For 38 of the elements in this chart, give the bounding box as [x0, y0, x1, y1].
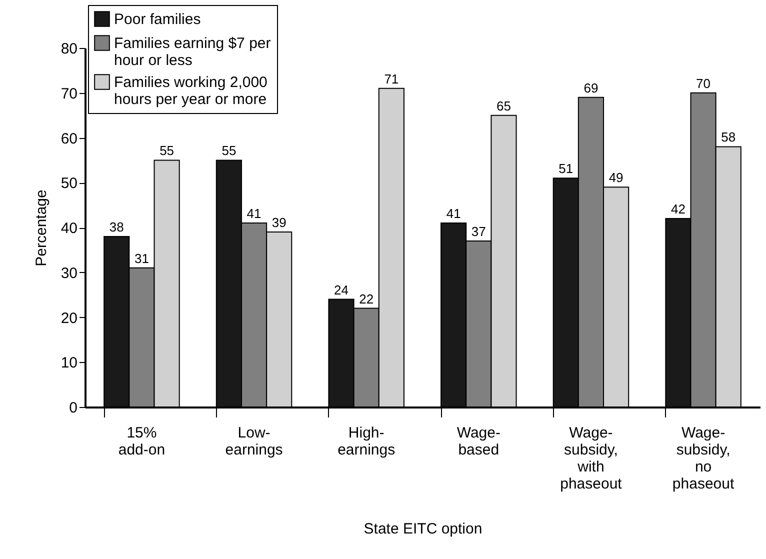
data-label: 24	[334, 282, 348, 298]
data-label: 55	[222, 143, 236, 158]
x-tick-label: Wage- subsidy, no phaseout	[672, 424, 735, 492]
y-tick-label: 70	[60, 85, 78, 102]
data-label: 70	[696, 76, 711, 91]
y-axis-title: Percentage	[32, 190, 50, 266]
y-tick-label: 40	[60, 220, 78, 237]
data-label: 69	[584, 80, 598, 96]
data-label: 42	[670, 202, 686, 217]
data-label: 58	[721, 130, 736, 145]
data-label: 65	[496, 98, 511, 114]
data-label: 31	[134, 250, 149, 266]
y-tick-label: 10	[60, 354, 78, 372]
legend-label: Poor families	[114, 11, 201, 28]
y-tick-label: 50	[60, 175, 78, 192]
data-label: 71	[384, 71, 399, 86]
y-tick-label: 80	[60, 40, 78, 58]
data-label: 38	[109, 219, 124, 234]
x-tick-label: High- earnings	[338, 424, 396, 458]
y-tick-label: 60	[60, 130, 78, 148]
data-label: 55	[160, 143, 174, 158]
x-tick-label: Low- earnings	[225, 424, 283, 458]
data-label: 39	[272, 214, 286, 230]
data-label: 37	[471, 224, 486, 239]
x-axis-title: State EITC option	[364, 520, 482, 538]
legend-label: Families working 2,000 hours per year or more	[114, 74, 268, 108]
y-tick-label: 0	[69, 400, 78, 416]
x-tick-label: 15% add-on	[118, 424, 166, 458]
y-tick-label: 20	[60, 310, 78, 327]
x-tick-label: Wage- subsidy, with phaseout	[560, 424, 623, 492]
data-label: 49	[608, 170, 624, 186]
y-tick-label: 30	[60, 264, 78, 282]
data-label: 41	[446, 206, 461, 222]
legend-label: Families earning $7 per hour or less	[114, 35, 271, 69]
data-label: 51	[558, 161, 574, 176]
data-label: 41	[246, 206, 262, 222]
data-label: 22	[359, 291, 374, 306]
x-tick-label: Wage- based	[456, 424, 500, 458]
